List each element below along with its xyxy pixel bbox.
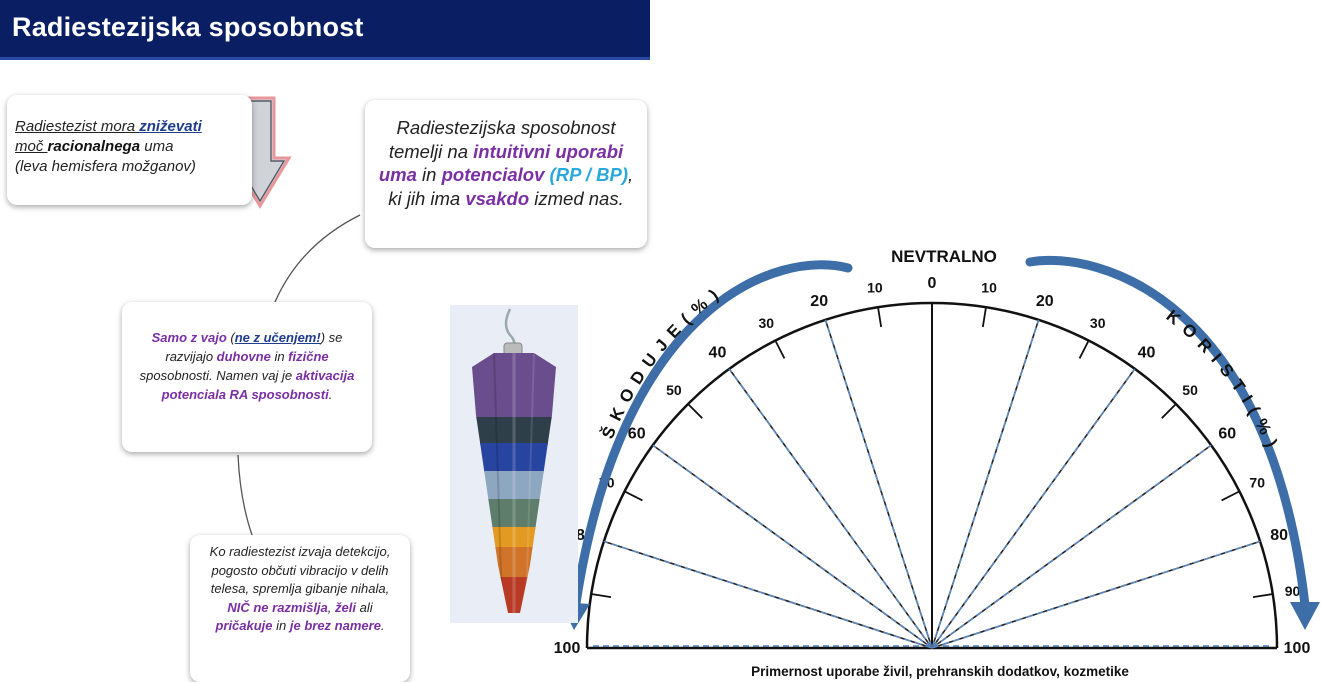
chart-tick-label: 20 [1036, 293, 1054, 310]
chart-radial-line [652, 444, 933, 649]
harm-arrow [570, 260, 853, 615]
chart-tick [624, 490, 643, 502]
text: sposobnosti. Namen vaj je [139, 368, 296, 383]
text-box-practice: Samo z vajo (ne z učenjem!) se razvijajo… [122, 302, 372, 452]
connector-line [237, 454, 253, 536]
chart-tick-label: 90 [1285, 583, 1301, 599]
text: in [416, 164, 442, 185]
text: Radiestezist mora [15, 118, 140, 135]
chart-radial-dash [931, 319, 1040, 649]
text: Radiestezijska sposobnost temelji na [388, 117, 616, 162]
chart-tick [591, 593, 612, 599]
chart-tick-label: 0 [928, 275, 937, 292]
text: izmed nas. [529, 187, 624, 209]
text-box-intuitive-use: Radiestezijska sposobnost temelji na int… [365, 100, 647, 248]
text: ali [356, 599, 373, 615]
text: Ko radiestezist izvaja detekcijo, pogost… [209, 544, 391, 596]
chart-tick-label: 70 [1249, 474, 1265, 490]
chart-radial-dash [652, 444, 933, 649]
page-title: Radiestezijska sposobnost [12, 12, 364, 42]
chart-tick-label: 80 [1270, 527, 1288, 544]
chart-radial-dash [728, 368, 933, 649]
chart-radial-dash [931, 368, 1136, 649]
text: Samo z vajo [151, 330, 227, 345]
text: pričakuje [215, 618, 273, 633]
chart-tick-label: 40 [709, 345, 727, 362]
chart-radial-dash [931, 540, 1261, 649]
text: želi [335, 599, 356, 615]
chart-tick-label: 40 [1138, 345, 1156, 362]
chart-radial-dash [603, 540, 933, 649]
chart-tick-label: 10 [867, 279, 883, 295]
text: ) se razvijajo [165, 330, 343, 364]
text: . [328, 387, 333, 402]
text: uma [140, 138, 174, 155]
chart-radial-dash [824, 319, 933, 649]
chart-tick-label: 10 [981, 279, 997, 295]
text: moč [15, 138, 48, 155]
chart-tick-label: 30 [1090, 315, 1106, 331]
text: duhovne [216, 349, 271, 364]
text: potencialov [441, 164, 545, 185]
chart-tick-label: 20 [810, 293, 828, 310]
chart-tick-label: 100 [554, 640, 581, 657]
pendulum-chart: 0101020203030404050506060707080809090100… [554, 247, 1320, 679]
chart-tick [981, 307, 987, 328]
title-bar: Radiestezijska sposobnost [0, 0, 650, 60]
chart-tick-label: 50 [1182, 382, 1198, 398]
text: in [272, 618, 290, 633]
text: . [380, 618, 385, 633]
text: (leva hemisfera možganov) [15, 158, 196, 175]
text: zniževati [139, 118, 202, 135]
text: vsakdo [465, 187, 530, 209]
chart-radial-line [931, 540, 1261, 649]
text: , [327, 599, 336, 615]
text: je brez namere [289, 618, 381, 633]
chart-bottom-caption: Primernost uporabe živil, prehranskih do… [751, 664, 1129, 679]
pendulum-photo [450, 305, 578, 623]
chart-tick-label: 50 [666, 382, 682, 398]
chart-radial-line [931, 368, 1136, 649]
text: , ki jih ima [388, 164, 634, 209]
text-box-rational-mind: Radiestezist mora zniževati moč racional… [7, 95, 252, 205]
text: NIČ ne razmišlja [227, 599, 328, 615]
chart-tick [1161, 403, 1177, 419]
chart-radial-line [728, 368, 933, 649]
text: ( [226, 330, 235, 345]
chart-tick-label: 30 [759, 315, 775, 331]
chart-neutral-label: NEVTRALNO [891, 247, 997, 266]
benefit-arrow [1025, 255, 1310, 610]
chart-tick [1221, 490, 1240, 502]
chart-tick [1078, 340, 1090, 359]
benefit-arrow-head [1290, 602, 1320, 630]
chart-tick-label: 60 [628, 425, 646, 442]
text: ne z učenjem! [234, 330, 321, 345]
chart-radial-dash [931, 444, 1212, 649]
chart-tick-label: 60 [1218, 425, 1236, 442]
chart-tick [877, 307, 883, 328]
chart-tick [687, 403, 703, 419]
text: intuitivni uporabi uma [378, 140, 624, 186]
chart-tick [1252, 593, 1273, 599]
text: racionalnega [47, 138, 141, 155]
chart-tick [774, 340, 786, 359]
connector-line [274, 214, 361, 303]
chart-radial-line [824, 319, 933, 649]
chart-radial-line [931, 319, 1040, 649]
text: fizične [288, 349, 329, 364]
text: (RP / BP) [544, 164, 628, 185]
chart-tick-label: 100 [1284, 640, 1311, 657]
text: in [270, 349, 289, 364]
text: aktivacija potenciala RA sposobnosti [161, 368, 355, 402]
chart-radial-line [603, 540, 933, 649]
text-box-detection: Ko radiestezist izvaja detekcijo, pogost… [190, 535, 410, 682]
chart-radial-line [931, 444, 1212, 649]
pendulum-icon [472, 308, 556, 613]
